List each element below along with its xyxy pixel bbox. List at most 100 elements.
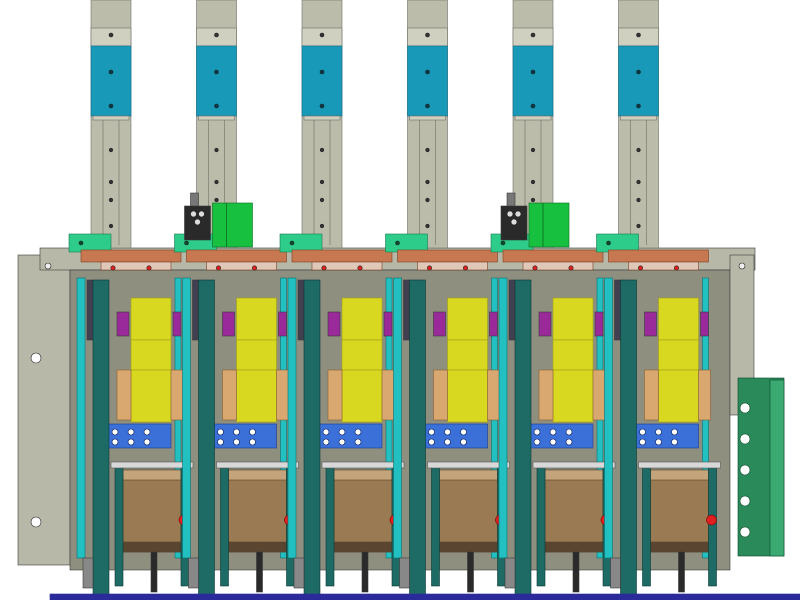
coil-foot [678, 551, 685, 593]
lower-contact-block [204, 423, 277, 449]
bolt [319, 147, 325, 153]
side-bracket [403, 279, 410, 341]
interrupter-upper [658, 297, 699, 341]
magenta-link [644, 311, 657, 337]
bolt [636, 223, 641, 229]
bolt [549, 438, 557, 446]
coil-side-rod [114, 465, 124, 587]
base-rail [49, 593, 800, 600]
lower-contact-block [626, 423, 699, 449]
bolt [395, 240, 400, 246]
drive-rod [409, 279, 426, 600]
bolt [214, 69, 219, 75]
coil-foot [572, 551, 580, 593]
interrupter-middle [130, 339, 172, 371]
coil-drum-top [228, 469, 287, 481]
bolt [319, 223, 325, 229]
coil-side-rod [325, 465, 335, 587]
left-frame-plate [17, 254, 71, 566]
bolt [198, 210, 205, 218]
magenta-link [538, 311, 552, 337]
bolt [636, 103, 641, 109]
coil-drum-bottom [333, 541, 393, 553]
bolt [530, 69, 536, 75]
busbar-clamp [198, 115, 235, 121]
coil-cap [110, 461, 194, 469]
contact-indicator [357, 265, 363, 271]
bolt [425, 223, 430, 229]
contact-plate [206, 261, 277, 271]
mechanism-lever [190, 192, 199, 207]
bolt [319, 197, 325, 203]
side-plate-hole [739, 433, 751, 445]
side-bracket [297, 279, 305, 341]
bolt [217, 428, 224, 436]
magenta-link [278, 311, 287, 337]
bolt [108, 103, 114, 109]
frame-hole [30, 352, 42, 364]
terminal-block [385, 233, 428, 253]
bolt [425, 103, 430, 109]
tan-bracket [327, 369, 343, 421]
magenta-link [594, 311, 604, 337]
tan-bracket [592, 369, 606, 421]
side-bracket [614, 279, 621, 341]
drive-rod [92, 279, 110, 600]
coil-indicator [706, 514, 717, 526]
magenta-link [700, 311, 709, 337]
coil-cap [638, 461, 721, 469]
base [49, 593, 800, 600]
bolt [425, 32, 430, 38]
foot-bolt [188, 557, 199, 589]
interrupter-lower [552, 369, 594, 423]
bolt [108, 197, 114, 203]
drive-rod [514, 279, 532, 600]
pole-2 [174, 0, 299, 600]
busbar-clamp [303, 115, 341, 121]
lower-contact-block [309, 423, 383, 449]
contact-plate [522, 261, 594, 271]
guide-rail [287, 277, 297, 559]
foot-bolt [399, 557, 410, 589]
interrupter-lower [658, 369, 699, 423]
interrupter-lower [236, 369, 277, 423]
foot-bolt [293, 557, 305, 589]
magenta-link [222, 311, 235, 337]
side-plate-edge [769, 379, 785, 557]
tan-bracket [170, 369, 184, 421]
bolt [636, 197, 641, 203]
interrupter-upper [341, 297, 383, 341]
busbar-clamp [620, 115, 657, 121]
bolt [565, 428, 573, 436]
pole-6 [596, 0, 721, 600]
interrupter-middle [236, 339, 277, 371]
coil-side-rod [642, 465, 651, 587]
bolt [319, 32, 325, 38]
drive-rod [620, 279, 637, 600]
magenta-link [327, 311, 341, 337]
interrupter-upper [236, 297, 277, 341]
guide-rail [498, 277, 508, 559]
magenta-link [172, 311, 182, 337]
bolt [425, 179, 430, 185]
tan-bracket [487, 369, 500, 421]
contact-indicator [146, 265, 152, 271]
bolt [639, 438, 646, 446]
bolt [444, 428, 451, 436]
magenta-link [433, 311, 446, 337]
interrupter-middle [341, 339, 383, 371]
tan-bracket [644, 369, 659, 421]
bolt [425, 69, 430, 75]
bolt [671, 438, 678, 446]
coil-drum-bottom [650, 541, 709, 553]
bolt [636, 147, 641, 153]
bolt [425, 147, 430, 153]
guide-rail [76, 277, 86, 559]
coil-drum [228, 469, 287, 553]
terminal-block [596, 233, 639, 253]
bolt [428, 438, 435, 446]
coil-drum-bottom [228, 541, 287, 553]
interrupter-lower [341, 369, 383, 423]
bolt [514, 210, 522, 218]
